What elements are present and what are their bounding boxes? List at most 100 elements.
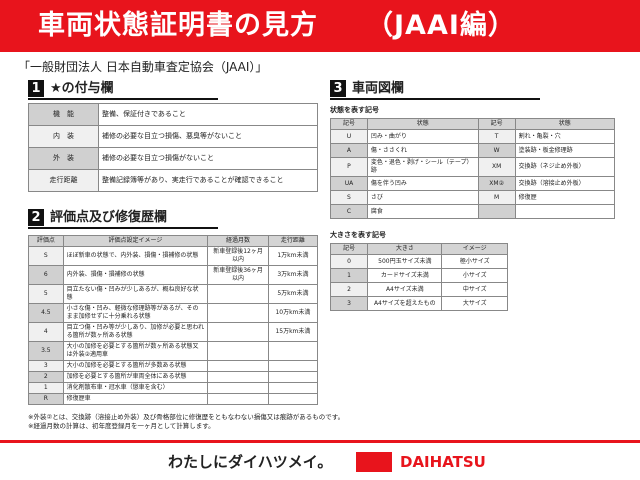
size-symbols-label: 大きさを表す記号 (330, 231, 386, 239)
row-value: 補修の必要な目立つ損傷、悪臭等がないこと (98, 125, 318, 148)
left-column: 1 ★の付与欄 機 能整備、保証付きであること内 装補修の必要な目立つ損傷、悪臭等… (28, 80, 344, 431)
cell: T (477, 129, 516, 144)
cell: S (330, 190, 368, 205)
cell: 5 (28, 284, 64, 304)
cell: 大小の加修を必要とする箇所が数ヶ所ある状態又は外装②適用車 (62, 341, 209, 361)
column-header: 状態 (366, 118, 479, 130)
cell: 3 (28, 360, 64, 372)
cell: A4サイズ未満 (367, 282, 443, 297)
cell: 塗装跡・板金修理跡 (514, 143, 616, 158)
table-row: 1 消化剤散布車・冠水車（懲車を含む） (28, 382, 319, 394)
cell: 新車登録後12ヶ月以内 (207, 246, 269, 266)
column-header: 走行距離 (267, 235, 319, 247)
table-row: 1 カードサイズ未満 小サイズ (329, 268, 508, 283)
table-row: 機 能整備、保証付きであること (28, 103, 318, 126)
cell: ほぼ新車の状態で、内外装、損傷・損補修の状態 (62, 246, 209, 266)
cell: 小サイズ (441, 268, 508, 283)
section-number: 3 (330, 80, 346, 97)
table-row: UA 傷を伴う凹み XM② 交換跡（溶接止め外板） (330, 176, 616, 191)
section-1-heading: 1 ★の付与欄 (28, 80, 218, 100)
table-row: 5 目立たない傷・凹みが少しあるが、概ね良好な状態 5万km未満 (28, 284, 319, 304)
cell: 新車登録後36ヶ月以内 (207, 265, 269, 285)
table-row: A 傷・ささくれ W 塗装跡・板金修理跡 (330, 143, 616, 158)
cell: 内外装、損傷・損補修の状態 (62, 265, 209, 285)
table-row: R 修復歴車 (28, 393, 319, 405)
note: ※外装②とは、交換跡（溶接止め外装）及び骨格部位に修復歴をともなわない損傷又は痕… (28, 413, 345, 421)
page-subtitle: （JAAI編） (366, 10, 516, 41)
column-header: 評価点設定イメージ (62, 235, 209, 247)
cell: W (477, 143, 516, 158)
cell: さび (366, 190, 479, 205)
note: ※経過月数の計算は、初年度登録月を一ヶ月として計算します。 (28, 422, 215, 430)
cell (267, 393, 319, 405)
table-row: 4.5 小さな傷・凹み、軽微な修理跡等があるが、そのまま加修せずに十分乗れる状態 1… (28, 303, 319, 323)
table-row: 走行距離 整備記録簿等があり、実走行であることが確認できること (28, 169, 318, 192)
cell (207, 360, 269, 372)
table-row: 2 加修を必要とする箇所が車両全体にある状態 (28, 371, 319, 383)
cell (267, 360, 319, 372)
column-header: 記号 (329, 243, 369, 255)
table-row: 3 A4サイズを超えたもの 大サイズ (329, 296, 508, 311)
table-row: S さび M 修復歴 (330, 190, 616, 205)
brand-name: DAIHATSU (400, 453, 486, 471)
cell: カードサイズ未満 (367, 268, 443, 283)
organization-name: 「一般財団法人 日本自動車査定協会（JAAI）」 (18, 60, 268, 74)
row-label: 外 装 (28, 147, 99, 170)
cell (207, 382, 269, 394)
table-row: 3.5 大小の加修を必要とする箇所が数ヶ所ある状態又は外装②適用車 (28, 341, 319, 361)
table-row: 0 500円玉サイズ未満 極小サイズ (329, 254, 508, 269)
cell: 4.5 (28, 303, 64, 323)
table-row: 内 装補修の必要な目立つ損傷、悪臭等がないこと (28, 125, 318, 148)
cell: 3.5 (28, 341, 64, 361)
table-row: 4 目立つ傷・凹み等が少しあり、加修が必要と思われる箇所が数ヶ所ある状態 15万km… (28, 322, 319, 342)
column-header: イメージ (441, 243, 508, 255)
cell: 1 (329, 268, 369, 283)
cell: 2 (28, 371, 64, 383)
section-2-heading: 2 評価点及び修復歴欄 (28, 209, 218, 229)
notes: ※外装②とは、交換跡（溶接止め外装）及び骨格部位に修復歴をともなわない損傷又は痕… (28, 413, 348, 431)
cell: 10万km未満 (267, 303, 319, 323)
table-row: 6 内外装、損傷・損補修の状態 新車登録後36ヶ月以内 3万km未満 (28, 265, 319, 285)
cell: 0 (329, 254, 369, 269)
cell (267, 341, 319, 361)
page-title: 車両状態証明書の見方 (38, 10, 318, 41)
cell: 中サイズ (441, 282, 508, 297)
cell: 5万km未満 (267, 284, 319, 304)
table-row: P 変色・退色・剥げ・シール（テープ）跡 XM 交換跡（ネジ止め外板） (330, 157, 616, 177)
size-symbols-table: 記号 大きさ イメージ 0 500円玉サイズ未満 極小サイズ 1 カードサイズ未満 小サイズ 2 A… (329, 243, 508, 311)
cell: 凹み・曲がり (366, 129, 479, 144)
cell: 大小の加修を必要とする箇所が多数ある状態 (62, 360, 209, 372)
column-header: 記号 (477, 118, 516, 130)
slogan: わたしにダイハツメイ。 (168, 453, 333, 471)
row-label: 走行距離 (28, 169, 99, 192)
state-symbols-label: 状態を表す記号 (330, 106, 379, 114)
cell: 500円玉サイズ未満 (367, 254, 443, 269)
daihatsu-logo-icon (356, 452, 392, 472)
cell: 加修を必要とする箇所が車両全体にある状態 (62, 371, 209, 383)
section-number: 2 (28, 209, 44, 226)
cell (477, 204, 516, 219)
section-number: 1 (28, 80, 44, 97)
cell: 3 (329, 296, 369, 311)
cell: R (28, 393, 64, 405)
cell: 1万km未満 (267, 246, 319, 266)
table-row: C 腐食 (330, 204, 616, 219)
cell (267, 371, 319, 383)
cell: 目立つ傷・凹み等が少しあり、加修が必要と思われる箇所が数ヶ所ある状態 (62, 322, 209, 342)
cell: U (330, 129, 368, 144)
row-label: 内 装 (28, 125, 99, 148)
cell: 1 (28, 382, 64, 394)
table-row: 3 大小の加修を必要とする箇所が多数ある状態 (28, 360, 319, 372)
cell: XM (477, 157, 516, 177)
cell: M (477, 190, 516, 205)
grade-table: 評価点 評価点設定イメージ 経過月数 走行距離 S ほぼ新車の状態で、内外装、損傷・損補修… (28, 235, 319, 405)
cell: 腐食 (366, 204, 479, 219)
column-header: 大きさ (367, 243, 443, 255)
row-value: 整備記録簿等があり、実走行であることが確認できること (98, 169, 318, 192)
cell: XM② (477, 176, 516, 191)
cell: S (28, 246, 64, 266)
right-column: 3 車両図欄 状態を表す記号 記号 状態 記号 状態 U 凹み・曲がり T 割れ・亀裂・穴 A 傷・… (329, 80, 616, 311)
table-row: 2 A4サイズ未満 中サイズ (329, 282, 508, 297)
cell: 大サイズ (441, 296, 508, 311)
section-title: 車両図欄 (352, 81, 405, 96)
